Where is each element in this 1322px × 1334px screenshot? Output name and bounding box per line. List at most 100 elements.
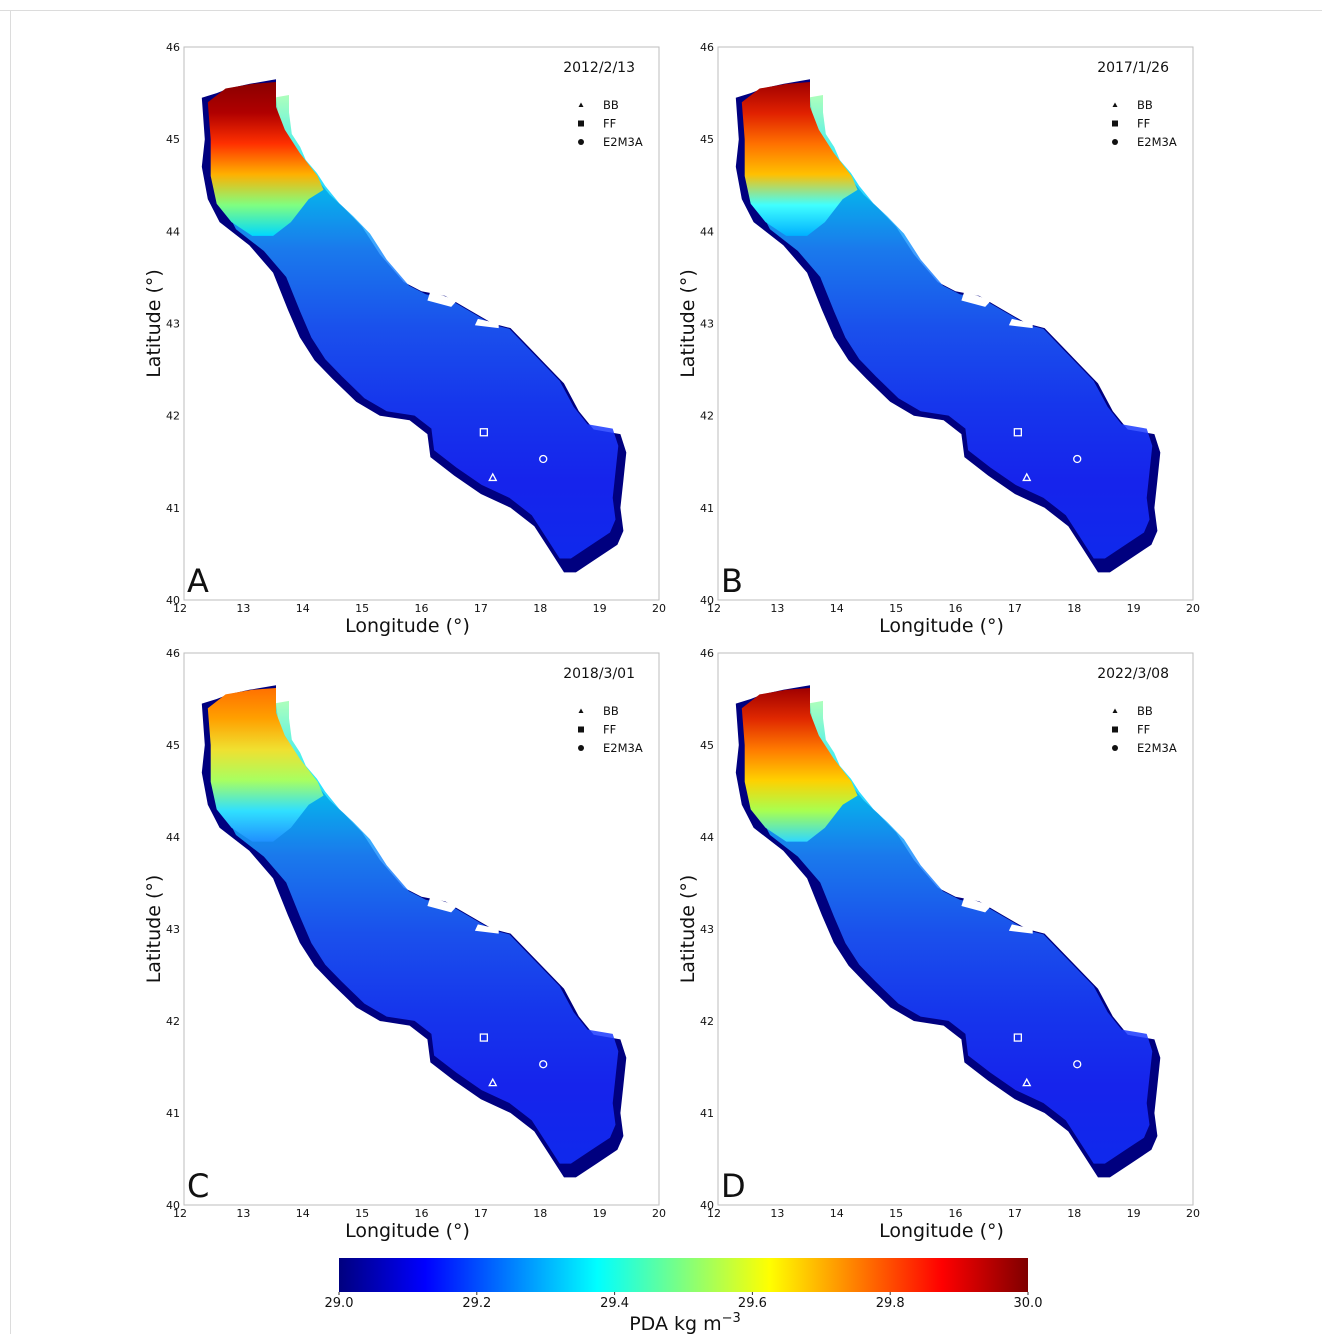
legend-triangle-icon: [578, 102, 584, 107]
x-tick-label: 12: [173, 602, 187, 615]
panel-letter: D: [721, 1167, 746, 1205]
x-tick-label: 17: [474, 602, 488, 615]
x-tick-label: 16: [949, 602, 963, 615]
x-tick-label: 18: [1067, 602, 1081, 615]
x-tick-label: 19: [1127, 602, 1141, 615]
y-tick-label: 41: [166, 502, 180, 515]
x-tick-label: 14: [830, 602, 844, 615]
station-bb-marker: [488, 1077, 498, 1087]
station-ff-marker: [1013, 1033, 1022, 1042]
x-tick-label: 12: [173, 1207, 187, 1220]
x-tick-label: 20: [1186, 1207, 1200, 1220]
legend-label-ff: FF: [603, 117, 616, 131]
legend-triangle-icon: [578, 708, 584, 713]
legend-triangle-icon: [1112, 708, 1118, 713]
colorbar: 29.0 29.2 29.4 29.6 29.8 30.0 PDA kg m−3: [325, 1258, 1043, 1334]
y-tick-label: 44: [700, 225, 714, 238]
x-tick-label: 20: [652, 602, 666, 615]
legend-label-bb: BB: [1137, 98, 1153, 112]
x-tick-label: 15: [889, 1207, 903, 1220]
y-tick-label: 40: [700, 594, 714, 607]
y-tick-label: 41: [700, 502, 714, 515]
y-tick-label: 41: [700, 1107, 714, 1120]
colorbar-label-exponent: −3: [722, 1311, 741, 1326]
legend-label-bb: BB: [603, 98, 619, 112]
station-e2m3a-marker: [1073, 454, 1082, 464]
y-tick-label: 45: [700, 739, 714, 752]
x-tick-label: 13: [770, 602, 784, 615]
legend-square-icon: [578, 726, 584, 733]
x-axis-label: Longitude (°): [345, 1220, 470, 1242]
legend-label-e2m3a: E2M3A: [1137, 135, 1177, 149]
y-tick-label: 45: [166, 133, 180, 146]
y-axis-label: Latitude (°): [677, 875, 699, 984]
station-ff-marker: [479, 1033, 488, 1042]
y-tick-label: 43: [700, 923, 714, 936]
x-tick-label: 15: [889, 602, 903, 615]
y-tick-label: 46: [166, 647, 180, 660]
colorbar-label: PDA kg m−3: [629, 1311, 741, 1334]
station-bb-marker: [488, 472, 498, 482]
x-tick-label: 13: [236, 1207, 250, 1220]
colorbar-tick-label: 30.0: [1014, 1296, 1043, 1311]
legend-label-ff: FF: [1137, 117, 1150, 131]
legend-circle-icon: [578, 139, 584, 145]
x-tick-label: 14: [296, 602, 310, 615]
x-tick-label: 13: [236, 602, 250, 615]
x-tick-label: 20: [1186, 602, 1200, 615]
legend-circle-icon: [1112, 745, 1118, 751]
y-tick-label: 40: [700, 1199, 714, 1212]
station-bb-marker: [1022, 1077, 1032, 1087]
y-tick-label: 42: [700, 410, 714, 423]
legend-square-icon: [1112, 726, 1118, 733]
colorbar-tick-label: 29.4: [600, 1296, 629, 1311]
colorbar-gradient: [339, 1258, 1028, 1292]
y-tick-label: 41: [166, 1107, 180, 1120]
plume-region: [207, 82, 324, 236]
island-2: [427, 896, 458, 913]
colorbar-tick-label: 29.6: [738, 1296, 767, 1311]
panel-date: 2022/3/08: [1097, 666, 1169, 682]
y-tick-label: 42: [166, 410, 180, 423]
island-3: [1008, 318, 1033, 329]
y-tick-label: 42: [700, 1015, 714, 1028]
x-tick-label: 16: [415, 602, 429, 615]
density-field: [219, 95, 619, 559]
island-2: [961, 291, 992, 307]
page-frame-top: [0, 10, 1322, 11]
y-tick-label: 46: [166, 41, 180, 54]
legend-label-bb: BB: [1137, 704, 1153, 718]
y-tick-label: 44: [166, 225, 180, 238]
y-tick-label: 45: [166, 739, 180, 752]
panel-letter: B: [721, 562, 743, 600]
legend-square-icon: [1112, 120, 1118, 127]
station-bb-marker: [1022, 472, 1032, 482]
island-3: [474, 318, 499, 329]
island-3: [474, 924, 499, 934]
x-tick-label: 19: [1127, 1207, 1141, 1220]
colorbar-label-unit: PDA kg m: [629, 1313, 721, 1334]
y-axis-label: Latitude (°): [143, 269, 165, 378]
panel-date: 2012/2/13: [563, 60, 635, 76]
y-axis-label: Latitude (°): [677, 269, 699, 378]
panel-letter: C: [187, 1167, 209, 1205]
x-tick-label: 16: [415, 1207, 429, 1220]
y-tick-label: 40: [166, 1199, 180, 1212]
x-tick-label: 16: [949, 1207, 963, 1220]
legend-label-ff: FF: [603, 723, 616, 737]
y-tick-label: 43: [700, 318, 714, 331]
y-tick-label: 43: [166, 923, 180, 936]
x-tick-label: 17: [474, 1207, 488, 1220]
colorbar-tick-label: 29.8: [876, 1296, 905, 1311]
plume-region: [207, 688, 324, 842]
x-tick-label: 19: [593, 602, 607, 615]
y-tick-label: 43: [166, 318, 180, 331]
page-frame-left: [10, 10, 11, 1334]
x-tick-label: 14: [830, 1207, 844, 1220]
x-axis-label: Longitude (°): [345, 615, 470, 637]
panel-c: 12 13 14 15 16 17 18 19 20 40 41 42 43 44 45 46 Longitud…: [143, 647, 666, 1242]
x-tick-label: 13: [770, 1207, 784, 1220]
x-tick-label: 18: [533, 1207, 547, 1220]
panel-d: 12 13 14 15 16 17 18 19 20 40 41 42 43 44 45 46 Longitud…: [677, 647, 1200, 1242]
